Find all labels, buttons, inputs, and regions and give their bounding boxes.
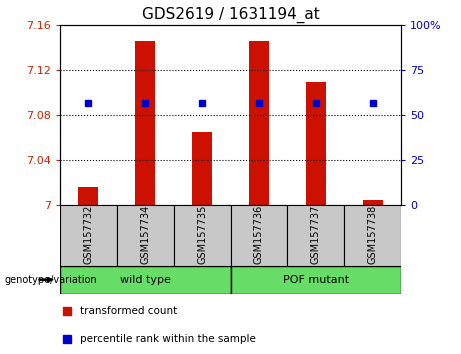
Text: POF mutant: POF mutant	[283, 275, 349, 285]
Text: GSM157734: GSM157734	[140, 205, 150, 264]
Text: GSM157732: GSM157732	[83, 205, 94, 264]
Bar	[78, 187, 98, 205]
Text: wild type: wild type	[120, 275, 171, 285]
Text: GSM157736: GSM157736	[254, 205, 264, 264]
Bar	[60, 266, 230, 294]
Bar	[60, 205, 117, 266]
Title: GDS2619 / 1631194_at: GDS2619 / 1631194_at	[142, 7, 319, 23]
Text: transformed count: transformed count	[80, 306, 177, 316]
Bar	[230, 205, 287, 266]
Bar	[287, 205, 344, 266]
Bar	[230, 266, 401, 294]
Bar	[174, 205, 230, 266]
Bar	[192, 132, 212, 205]
Bar	[363, 200, 383, 205]
Text: percentile rank within the sample: percentile rank within the sample	[80, 334, 256, 344]
Text: genotype/variation: genotype/variation	[5, 275, 97, 285]
Bar	[117, 205, 174, 266]
Bar	[306, 82, 326, 205]
Bar	[249, 41, 269, 205]
Text: GSM157737: GSM157737	[311, 205, 321, 264]
Text: GSM157738: GSM157738	[367, 205, 378, 264]
Bar	[344, 205, 401, 266]
Text: GSM157735: GSM157735	[197, 205, 207, 264]
Bar	[135, 41, 155, 205]
